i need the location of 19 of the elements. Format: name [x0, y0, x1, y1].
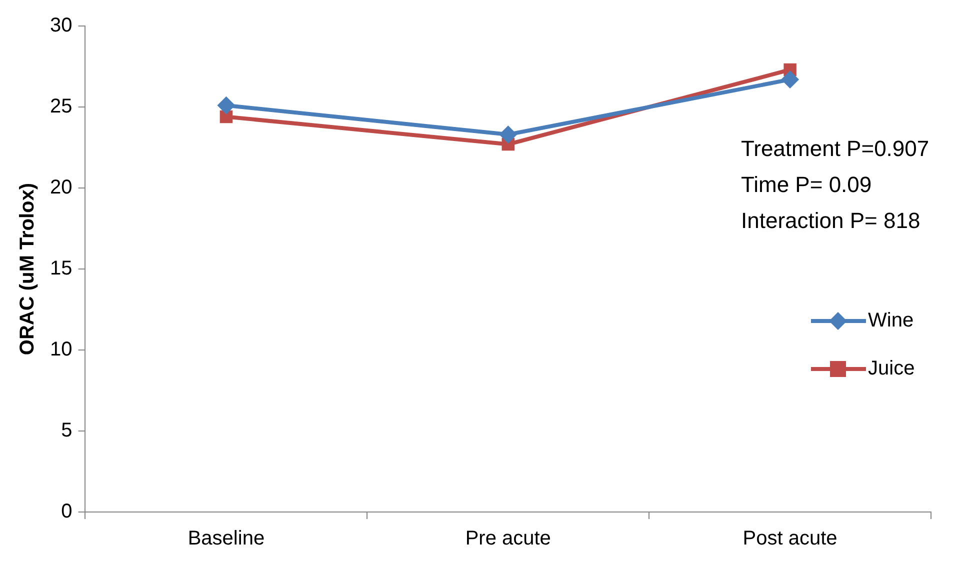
annotation: Interaction P= 818	[741, 208, 920, 234]
y-tick-label: 0	[61, 500, 72, 523]
y-tick-label: 25	[50, 96, 72, 118]
annotation: Time P= 0.09	[741, 172, 872, 198]
y-tick-label: 5	[61, 420, 72, 442]
y-tick-label: 20	[50, 176, 72, 199]
x-tick-label: Baseline	[188, 528, 265, 550]
legend-label: Wine	[868, 310, 914, 332]
point	[499, 126, 518, 144]
legend-label: Juice	[868, 358, 915, 380]
y-tick-label: 30	[50, 14, 72, 37]
x-tick-label: Pre acute	[465, 528, 551, 550]
annotation: Treatment P=0.907	[741, 136, 930, 162]
y-tick-label: 15	[50, 258, 72, 280]
point	[217, 96, 236, 114]
x-tick-label: Post acute	[742, 528, 838, 550]
y-tick-label: 10	[50, 338, 72, 361]
point	[781, 70, 800, 88]
y-axis-title: ORAC (uM Trolox)	[16, 182, 39, 356]
